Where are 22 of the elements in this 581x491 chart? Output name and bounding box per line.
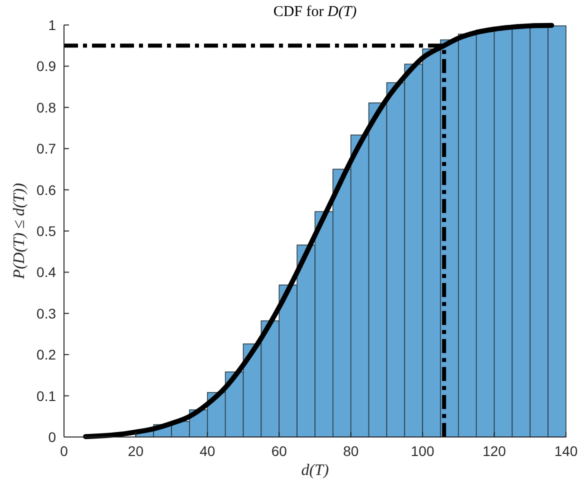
y-tick-label: 0.4	[36, 264, 56, 280]
y-tick-label: 0.6	[36, 182, 56, 198]
x-tick-label: 40	[200, 443, 216, 459]
x-tick-label: 60	[271, 443, 288, 459]
y-tick-label: 0.8	[36, 99, 56, 116]
y-tick-label: 0.1	[36, 388, 56, 404]
x-tick-label: 140	[554, 443, 578, 459]
x-axis-title: d(T)	[301, 462, 329, 479]
y-axis-title: P(D(T) ≤ d(T))	[11, 183, 28, 280]
y-tick-label: 1	[48, 17, 56, 33]
x-tick-label: 100	[410, 443, 434, 459]
y-tick-label: 0.2	[36, 346, 56, 363]
y-tick-label: 0.9	[36, 58, 56, 74]
chart-title: CDF for D(T)	[273, 4, 357, 20]
x-tick-label: 0	[60, 443, 68, 459]
x-tick-label: 80	[343, 443, 359, 459]
y-tick-label: 0.5	[36, 223, 56, 239]
y-tick-label: 0.3	[36, 305, 56, 322]
x-tick-label: 20	[128, 443, 144, 459]
y-tick-label: 0.7	[36, 140, 56, 157]
x-tick-label: 120	[482, 443, 506, 459]
y-tick-label: 0	[48, 429, 56, 445]
